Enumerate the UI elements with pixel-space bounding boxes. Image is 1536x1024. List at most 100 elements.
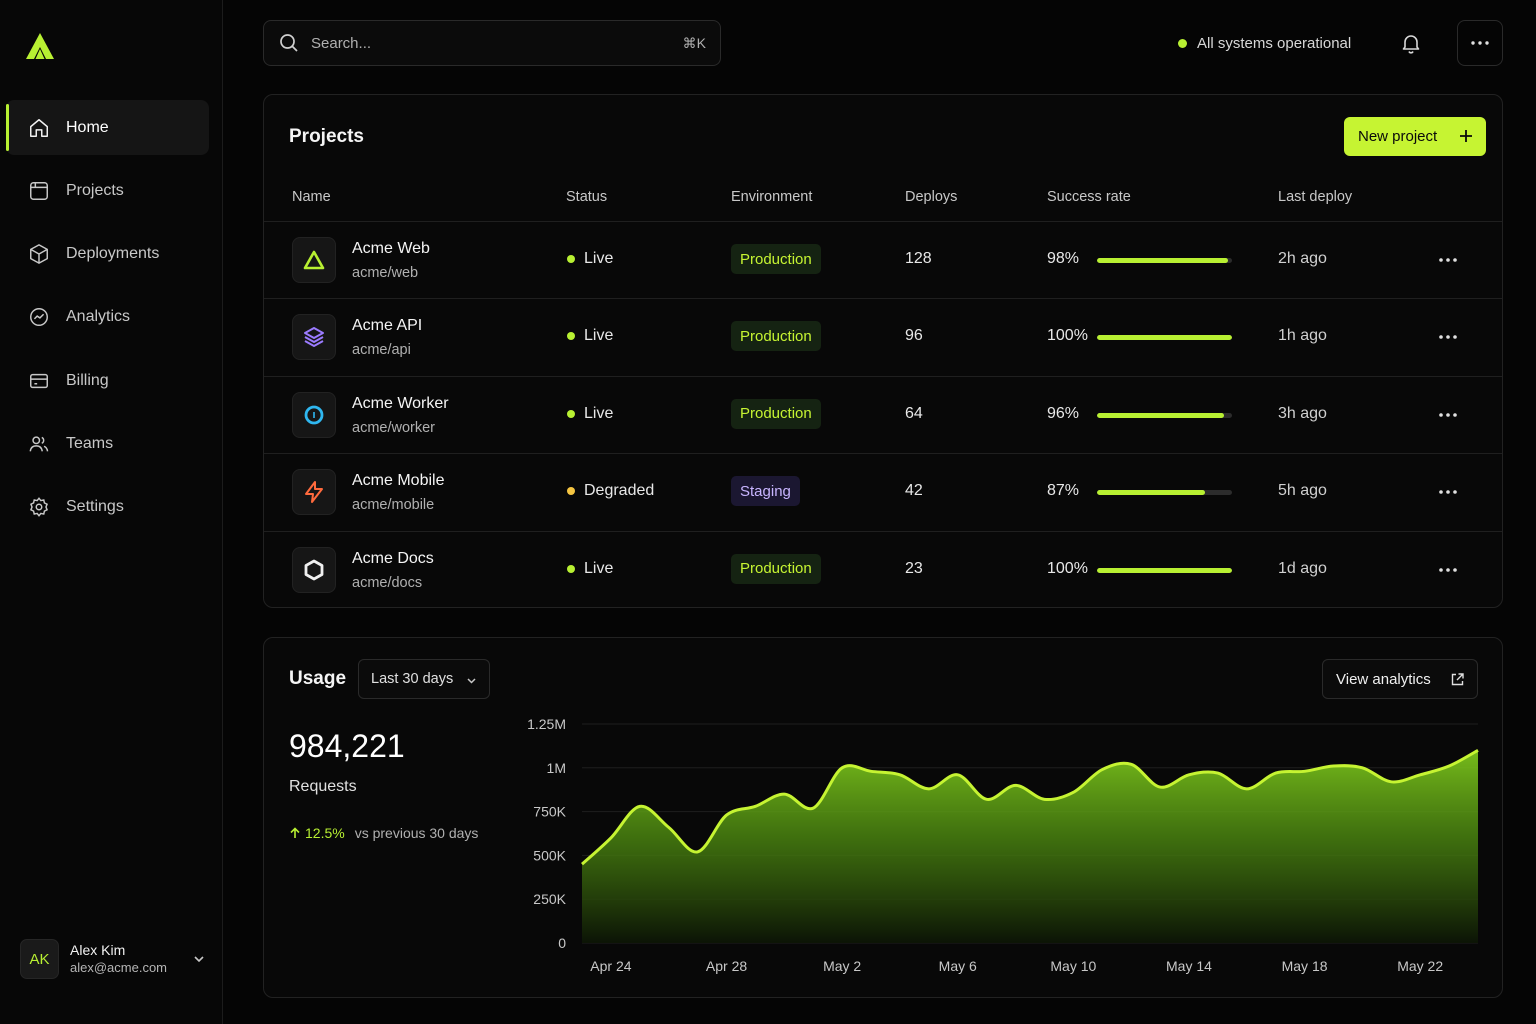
data-point	[870, 770, 872, 772]
project-slug: acme/api	[352, 342, 411, 359]
sidebar-item-billing[interactable]: Billing	[6, 353, 209, 408]
sidebar-item-analytics[interactable]: Analytics	[6, 290, 209, 345]
ring-icon	[302, 403, 326, 427]
more-horizontal-icon[interactable]	[1436, 483, 1460, 501]
usage-series-line	[580, 748, 1479, 866]
acme-logo-icon[interactable]	[25, 32, 55, 60]
success-rate-bar-fill	[1097, 335, 1232, 341]
bell-icon[interactable]	[1399, 31, 1423, 55]
more-options-button[interactable]	[1457, 20, 1503, 66]
view-analytics-button[interactable]: View analytics	[1322, 659, 1478, 699]
system-status[interactable]: All systems operational	[1178, 32, 1351, 54]
requests-delta: 12.5% vs previous 30 days	[289, 825, 478, 841]
more-horizontal-icon[interactable]	[1436, 328, 1460, 346]
x-tick-label: May 18	[1282, 958, 1328, 974]
delta-value: 12.5%	[305, 825, 345, 841]
wallet-icon	[28, 370, 50, 392]
project-slug: acme/worker	[352, 419, 435, 436]
new-project-button[interactable]: New project	[1344, 117, 1486, 156]
search-box[interactable]: ⌘K	[263, 20, 721, 66]
column-header-environment[interactable]: Environment	[731, 189, 813, 205]
data-point	[1246, 788, 1248, 790]
analytics-icon	[28, 306, 50, 328]
status-dot-icon	[567, 564, 575, 573]
column-header-status[interactable]: Status	[566, 189, 608, 205]
data-point	[841, 767, 843, 769]
more-horizontal-icon[interactable]	[1436, 406, 1460, 424]
deploy-count: 64	[905, 404, 923, 422]
triangle-icon	[302, 248, 326, 272]
success-rate-bar-fill	[1097, 258, 1228, 263]
project-name[interactable]: Acme Worker	[352, 394, 449, 412]
sidebar-item-projects[interactable]: Projects	[6, 163, 209, 218]
project-name[interactable]: Acme Docs	[352, 549, 434, 567]
deploy-count: 23	[905, 559, 923, 577]
status-badge: Live	[567, 405, 613, 423]
project-name[interactable]: Acme API	[352, 317, 423, 335]
sidebar-item-deployments[interactable]: Deployments	[6, 227, 209, 282]
data-point	[1188, 774, 1190, 776]
table-row[interactable]: Acme Docs acme/docs Live Production 23 1…	[264, 532, 1502, 609]
folder-icon	[28, 180, 50, 202]
status-dot-icon	[567, 487, 575, 496]
last-deploy: 2h ago	[1278, 250, 1327, 267]
search-input[interactable]	[311, 34, 683, 52]
status-badge: Degraded	[567, 482, 654, 500]
system-status-text: All systems operational	[1197, 34, 1352, 52]
x-tick-label: Apr 24	[590, 958, 631, 974]
x-tick-label: May 6	[939, 958, 977, 974]
data-point	[1130, 763, 1132, 765]
date-range-value: Last 30 days	[371, 671, 454, 687]
data-point	[697, 851, 699, 853]
data-point	[754, 805, 756, 807]
column-header-success-rate[interactable]: Success rate	[1047, 189, 1131, 205]
data-point	[610, 837, 612, 839]
table-row[interactable]: Acme Mobile acme/mobile Degraded Staging…	[264, 454, 1502, 532]
table-row[interactable]: Acme Web acme/web Live Production 128 98…	[264, 222, 1502, 300]
chevron-down-icon[interactable]	[192, 952, 206, 966]
data-point	[1361, 767, 1363, 769]
data-point	[1159, 786, 1161, 788]
y-tick-label: 750K	[533, 804, 566, 820]
data-point	[1217, 772, 1219, 774]
more-horizontal-icon[interactable]	[1436, 561, 1460, 579]
more-horizontal-icon	[1471, 41, 1489, 45]
sidebar-item-settings[interactable]: Settings	[6, 480, 209, 535]
usage-area-chart: 0 250K 500K 750K 1M 1.25M Apr 24 Apr 28 May 2 Ma…	[527, 716, 1479, 974]
column-header-deploys[interactable]: Deploys	[905, 189, 958, 205]
data-point	[1477, 749, 1479, 751]
sidebar-item-label: Teams	[66, 434, 114, 452]
sidebar-item-label: Settings	[66, 498, 124, 516]
status-text: Live	[584, 404, 614, 422]
x-tick-label: May 10	[1050, 958, 1096, 974]
y-tick-label: 1M	[547, 760, 566, 776]
sidebar-item-label: Home	[66, 118, 109, 136]
x-tick-label: May 2	[823, 958, 861, 974]
status-text: Live	[584, 559, 614, 577]
home-icon	[28, 117, 50, 139]
data-point	[1043, 798, 1045, 800]
x-tick-label: Apr 28	[706, 958, 747, 974]
y-tick-label: 500K	[533, 847, 566, 863]
y-tick-label: 0	[558, 935, 566, 951]
data-point	[1390, 781, 1392, 783]
more-horizontal-icon[interactable]	[1436, 251, 1460, 269]
table-row[interactable]: Acme API acme/api Live Production 96 100…	[264, 299, 1502, 377]
column-header-name[interactable]: Name	[292, 189, 331, 205]
sidebar-item-label: Projects	[66, 181, 124, 199]
gear-icon	[28, 496, 50, 518]
avatar: AK	[20, 939, 59, 979]
environment-badge: Production	[731, 398, 821, 429]
project-name[interactable]: Acme Mobile	[352, 472, 445, 490]
sidebar-item-teams[interactable]: Teams	[6, 416, 209, 471]
column-header-last-deploy[interactable]: Last deploy	[1278, 189, 1353, 205]
table-row[interactable]: Acme Worker acme/worker Live Production …	[264, 377, 1502, 455]
status-text: Live	[584, 250, 614, 267]
date-range-select[interactable]: Last 30 days	[358, 659, 490, 699]
status-text: Degraded	[584, 482, 655, 500]
project-name[interactable]: Acme Web	[352, 240, 430, 257]
sidebar-item-label: Deployments	[66, 245, 160, 263]
sidebar-item-home[interactable]: Home	[6, 100, 209, 155]
user-menu[interactable]: AK Alex Kim alex@acme.com	[20, 938, 206, 980]
search-icon	[280, 34, 298, 52]
